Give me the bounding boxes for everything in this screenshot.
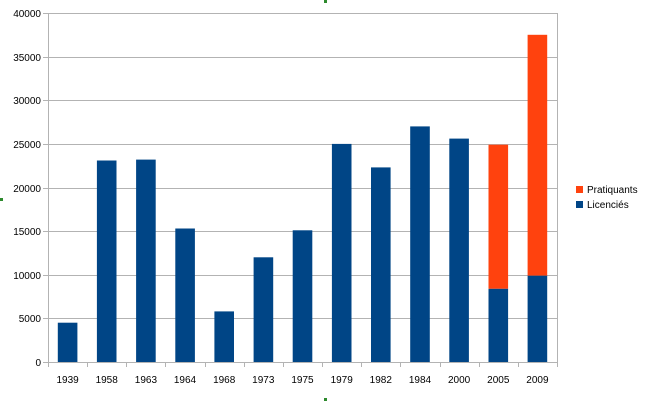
- bar-licencies-2000: [449, 138, 469, 362]
- x-tick-label: 2005: [487, 375, 510, 386]
- legend-swatch: [576, 186, 583, 193]
- legend-label: Licenciés: [587, 200, 629, 211]
- y-tick-label: 30000: [13, 96, 41, 107]
- y-tick-label: 35000: [13, 53, 41, 64]
- x-tick-label: 1939: [56, 375, 79, 386]
- bar-licencies-1963: [136, 159, 156, 362]
- bar-licencies-1964: [175, 228, 195, 362]
- y-tick-label: 25000: [13, 140, 41, 151]
- x-tick-label: 1973: [252, 375, 275, 386]
- x-tick-label: 1975: [291, 375, 314, 386]
- y-tick-label: 10000: [13, 271, 41, 282]
- x-axis: 1939 1958 1963 1964 1968 1973 1975 1979 1982 1984…: [48, 362, 558, 386]
- x-tick-label: 1963: [135, 375, 158, 386]
- selection-handle-top: [324, 0, 327, 3]
- bar-licencies-1939: [57, 322, 78, 362]
- gridlines: [48, 13, 557, 363]
- bar-licencies-2005: [488, 288, 509, 362]
- y-tick-label: 15000: [13, 227, 41, 238]
- bar-licencies-1979: [331, 143, 352, 362]
- bar-licencies-1984: [410, 126, 430, 363]
- bar-licencies-1975: [292, 230, 313, 362]
- bar-licencies-1958: [96, 160, 117, 362]
- x-tick-label: 1968: [213, 375, 236, 386]
- x-tick-label: 2000: [448, 375, 471, 386]
- legend-swatch: [576, 201, 583, 208]
- y-tick-label: 5000: [19, 314, 42, 325]
- bar-licencies-1968: [214, 311, 234, 362]
- bar-pratiquants-2009: [527, 34, 548, 276]
- legend-label: Pratiquants: [587, 185, 638, 196]
- x-tick-label: 1979: [331, 375, 354, 386]
- x-tick-label: 1958: [96, 375, 119, 386]
- legend: Pratiquants Licenciés: [576, 185, 638, 211]
- bar-licencies-2009: [527, 275, 548, 362]
- x-tick-label: 2009: [526, 375, 549, 386]
- bars: [57, 34, 548, 363]
- x-tick-label: 1982: [370, 375, 393, 386]
- y-tick-label: 20000: [13, 184, 41, 195]
- x-tick-label: 1964: [174, 375, 197, 386]
- y-tick-label: 40000: [13, 9, 41, 20]
- y-axis: 0 5000 10000 15000 20000 25000 30000 35000 40000: [13, 9, 558, 369]
- bar-licencies-1973: [253, 257, 274, 362]
- bar-licencies-1982: [371, 167, 391, 362]
- x-tick-label: 1984: [409, 375, 432, 386]
- selection-handle-bottom: [324, 398, 327, 401]
- y-tick-label: 0: [35, 358, 41, 369]
- bar-pratiquants-2005: [488, 144, 509, 289]
- selection-handle-left: [0, 198, 3, 201]
